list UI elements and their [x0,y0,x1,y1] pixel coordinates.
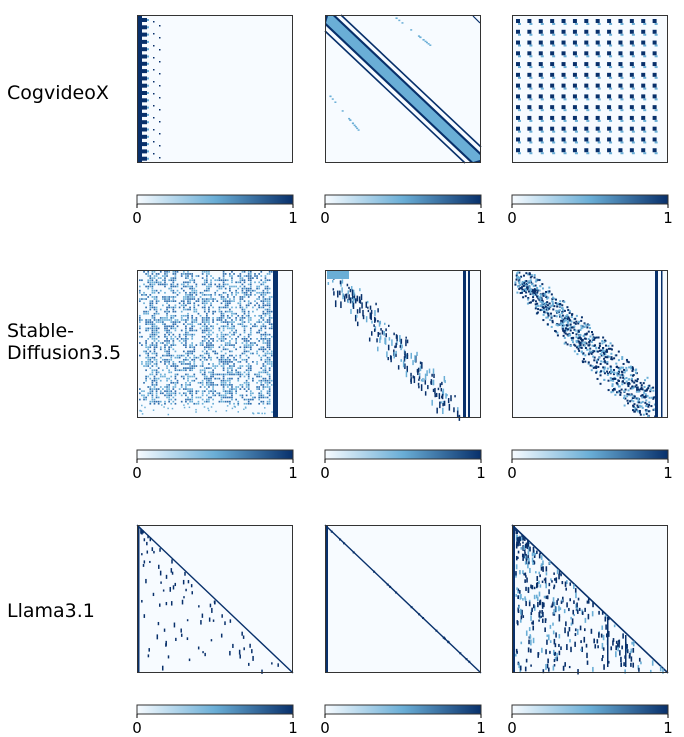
heatmap-frame [137,270,293,418]
colorbar-tick-label: 1 [663,719,673,737]
colorbar-tick-label: 0 [507,209,517,227]
colorbar-gradient [324,194,482,205]
colorbar-tick-label: 1 [476,209,486,227]
colorbar-gradient [511,194,669,205]
heatmap-cells [327,271,470,421]
heatmap-panel-1-1 [137,15,293,163]
heatmap-background [137,15,293,163]
heatmap-frame [325,15,481,163]
heatmap-panel-1-3 [512,15,668,163]
colorbar-gradient [324,704,482,715]
heatmap-frame [512,15,668,163]
colorbar-tick-label: 1 [288,464,298,482]
row-label-cogvideox: CogvideoX [7,82,109,104]
colorbar-tick-label: 0 [132,209,142,227]
heatmap-cells [139,271,278,417]
colorbar-gradient [136,194,294,205]
heatmap-frame [137,525,293,673]
heatmap-cells [138,16,161,162]
heatmap-cells [511,524,669,675]
colorbar-tick-label: 1 [288,719,298,737]
heatmap-cells [136,524,294,674]
heatmap-cells [324,524,482,674]
colorbar-gradient [136,449,294,460]
colorbar-tick-label: 1 [663,464,673,482]
colorbar-gradient [324,449,482,460]
heatmap-panel-3-3 [511,524,669,675]
colorbar-gradient [136,704,294,715]
heatmap-panel-3-2 [324,524,482,674]
colorbar-tick-label: 0 [320,464,330,482]
heatmap-cells [516,19,658,155]
heatmap-background [325,270,481,418]
heatmap-panel-3-1 [136,524,294,674]
heatmap-panel-2-2 [325,270,481,421]
colorbar-tick-label: 1 [288,209,298,227]
colorbar-tick-label: 0 [320,209,330,227]
colorbar-tick-label: 1 [476,464,486,482]
row-label-llama: Llama3.1 [7,600,95,622]
colorbar-tick-label: 0 [507,719,517,737]
colorbar-tick-label: 0 [132,719,142,737]
colorbar-tick-label: 1 [476,719,486,737]
heatmap-cells [514,271,663,418]
colorbar-tick-label: 1 [663,209,673,227]
colorbar-gradient [511,704,669,715]
heatmap-frame [137,15,293,163]
heatmap-panel-2-1 [137,270,293,418]
colorbar-tick-label: 0 [132,464,142,482]
heatmap-panel-2-3 [512,270,668,418]
row-label-stable-diffusion: Stable- Diffusion3.5 [7,320,122,364]
heatmap-cells [324,14,482,164]
heatmap-frame [325,525,481,673]
colorbar-tick-label: 0 [320,719,330,737]
heatmap-panel-1-2 [324,14,482,164]
heatmap-frame [512,270,668,418]
heatmap-frame [325,270,481,418]
heatmap-frame [512,525,668,673]
colorbar-tick-label: 0 [507,464,517,482]
colorbar-gradient [511,449,669,460]
